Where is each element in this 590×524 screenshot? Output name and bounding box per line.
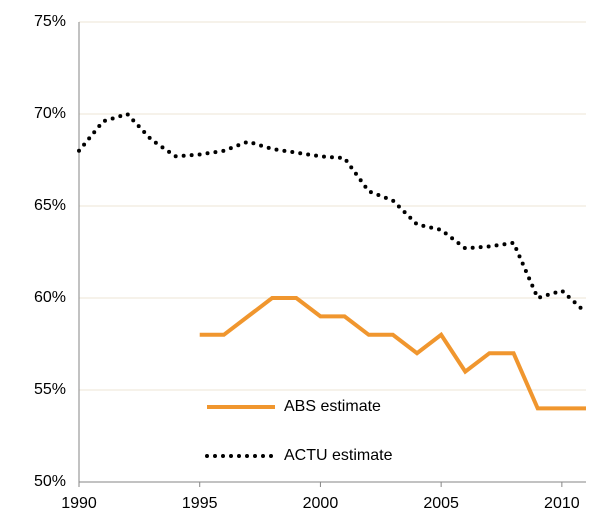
series-line xyxy=(77,111,588,315)
legend-label: ABS estimate xyxy=(284,398,381,415)
y-tick-label: 65% xyxy=(34,197,66,214)
series-line xyxy=(199,296,586,411)
y-tick-label: 70% xyxy=(34,105,66,122)
x-tick-label: 1995 xyxy=(182,495,218,512)
x-tick-label: 2005 xyxy=(423,495,459,512)
y-tick-label: 50% xyxy=(34,473,66,490)
x-tick-label: 2010 xyxy=(544,495,580,512)
x-tick-label: 1990 xyxy=(61,495,97,512)
y-tick-label: 75% xyxy=(34,13,66,30)
x-tick-label: 2000 xyxy=(303,495,339,512)
y-tick-label: 60% xyxy=(34,289,66,306)
legend-label: ACTU estimate xyxy=(284,447,393,464)
y-tick-label: 55% xyxy=(34,381,66,398)
